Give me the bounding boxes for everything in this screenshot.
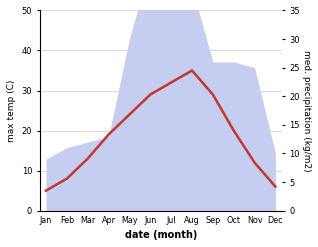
- X-axis label: date (month): date (month): [125, 230, 197, 240]
- Y-axis label: med. precipitation (kg/m2): med. precipitation (kg/m2): [302, 50, 311, 171]
- Y-axis label: max temp (C): max temp (C): [7, 79, 16, 142]
